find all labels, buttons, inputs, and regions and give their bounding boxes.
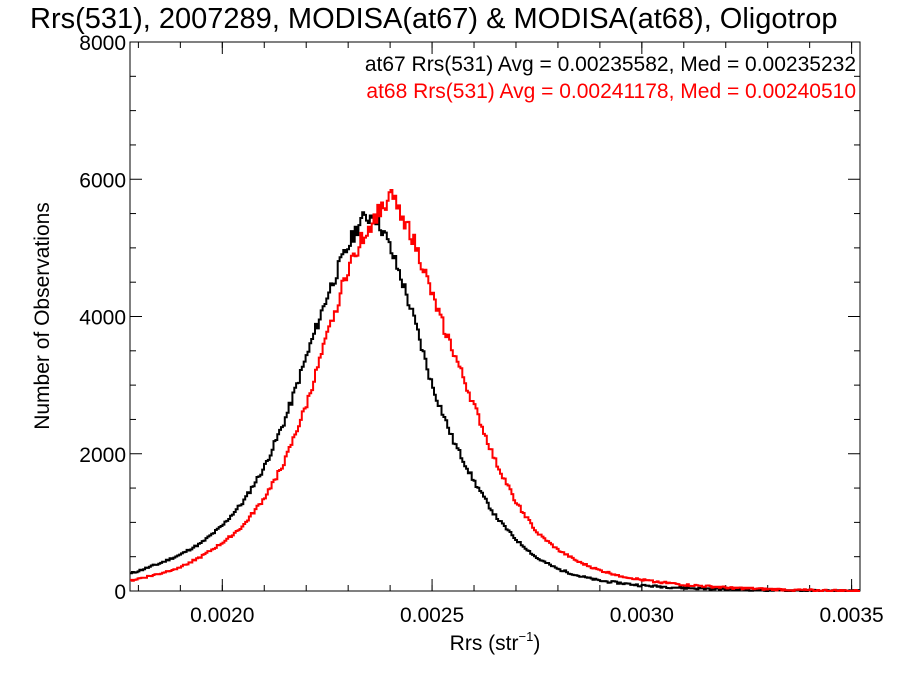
chart-title: Rrs(531), 2007289, MODISA(at67) & MODISA… [30, 3, 837, 35]
x-tick-label: 0.0035 [819, 604, 883, 627]
legend-entry-at67: at67 Rrs(531) Avg = 0.00235582, Med = 0.… [365, 53, 856, 76]
y-tick-label: 8000 [79, 32, 126, 55]
series-layer [130, 189, 860, 592]
x-tick-label: 0.0020 [190, 604, 254, 627]
plot-frame [129, 41, 861, 592]
x-tick-label: 0.0030 [610, 604, 674, 627]
y-tick-label: 4000 [79, 307, 126, 330]
x-axis-label-superscript: −1 [519, 629, 534, 644]
x-tick-label: 0.0025 [400, 604, 464, 627]
x-axis-label-close: ) [533, 632, 540, 655]
histogram-series-0 [130, 211, 860, 592]
y-tick-label: 6000 [79, 169, 126, 192]
x-axis-label: Rrs (str−1) [450, 629, 541, 655]
histogram-series-1 [130, 189, 860, 592]
x-axis: 0.0020 0.0025 0.0030 0.0035 [137, 42, 884, 627]
legend-entry-at68: at68 Rrs(531) Avg = 0.00241178, Med = 0.… [366, 80, 856, 103]
x-axis-label-main: Rrs (str [450, 632, 519, 655]
y-tick-label: 2000 [79, 444, 126, 467]
y-tick-label: 0 [114, 581, 126, 604]
y-axis: 0 2000 4000 6000 8000 [79, 32, 860, 604]
y-axis-label: Number of Observations [31, 202, 54, 430]
